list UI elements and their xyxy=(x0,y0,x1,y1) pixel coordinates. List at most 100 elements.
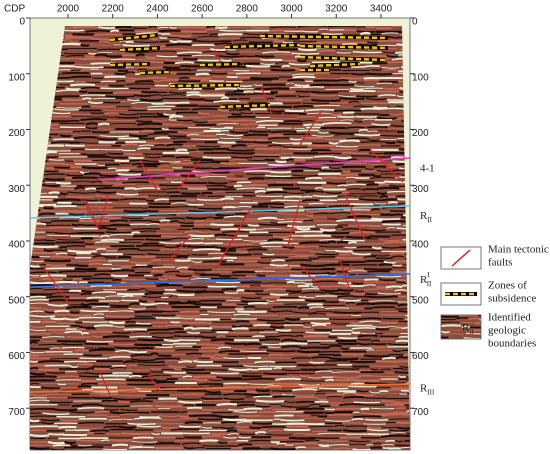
reflector xyxy=(389,184,410,188)
reflector xyxy=(333,109,362,112)
reflector xyxy=(261,296,281,299)
reflector xyxy=(64,317,80,321)
y-tick-label: 600 xyxy=(412,351,429,362)
x-tick-label: 2200 xyxy=(102,4,125,15)
reflector xyxy=(216,415,239,419)
reflector xyxy=(441,333,464,335)
reflector xyxy=(304,282,313,286)
reflector xyxy=(52,112,71,115)
reflector xyxy=(201,435,223,438)
reflector xyxy=(400,446,410,449)
reflector xyxy=(206,26,217,29)
reflector xyxy=(186,134,199,136)
reflector xyxy=(337,288,354,292)
reflector xyxy=(80,94,106,97)
reflector xyxy=(70,180,91,183)
reflector xyxy=(335,133,353,136)
reflector xyxy=(158,165,171,168)
reflector xyxy=(246,383,275,385)
reflector xyxy=(395,339,408,343)
reflector xyxy=(199,309,208,312)
reflector xyxy=(47,303,68,307)
reflector xyxy=(43,248,54,252)
reflector xyxy=(247,248,268,251)
reflector xyxy=(319,245,344,248)
reflector xyxy=(214,87,238,91)
reflector xyxy=(85,246,112,249)
reflector xyxy=(283,246,295,249)
reflector xyxy=(271,259,285,262)
reflector xyxy=(260,256,288,259)
reflector xyxy=(180,241,204,245)
reflector xyxy=(161,188,189,190)
reflector xyxy=(144,56,156,59)
reflector xyxy=(158,414,181,417)
reflector xyxy=(161,310,179,313)
reflector xyxy=(92,291,117,294)
reflector xyxy=(136,122,163,126)
reflector xyxy=(97,128,114,130)
reflector xyxy=(249,212,279,215)
reflector xyxy=(349,440,370,443)
reflector xyxy=(134,187,161,191)
reflector xyxy=(88,348,115,352)
reflector xyxy=(227,433,239,436)
reflector xyxy=(402,238,410,241)
reflector xyxy=(214,353,228,357)
reflector xyxy=(58,169,80,173)
reflector xyxy=(409,235,410,238)
reflector xyxy=(262,253,275,256)
reflector xyxy=(296,361,310,364)
reflector xyxy=(108,342,136,346)
reflector xyxy=(227,149,255,152)
reflector xyxy=(179,317,194,320)
reflector xyxy=(385,439,396,443)
y-tick-label: 500 xyxy=(8,295,25,306)
reflector xyxy=(377,169,391,173)
reflector xyxy=(80,86,100,90)
reflector xyxy=(85,360,98,363)
reflector xyxy=(153,273,164,277)
reflector xyxy=(40,386,60,390)
reflector xyxy=(371,375,399,378)
reflector xyxy=(137,338,166,342)
reflector xyxy=(37,360,65,364)
reflector xyxy=(269,325,285,329)
reflector xyxy=(119,113,137,116)
reflector xyxy=(321,33,343,35)
reflector xyxy=(241,296,262,299)
reflector xyxy=(321,166,330,169)
reflector xyxy=(296,58,307,63)
reflector xyxy=(377,116,397,120)
reflector xyxy=(128,159,148,162)
reflector xyxy=(138,137,157,140)
reflector xyxy=(134,310,163,314)
reflector xyxy=(364,397,386,399)
reflector xyxy=(106,227,117,231)
label-sub: II xyxy=(469,328,474,336)
reflector xyxy=(392,160,410,163)
reflector xyxy=(148,26,157,28)
reflector xyxy=(185,216,207,220)
subsidence-zone xyxy=(309,62,361,68)
reflector xyxy=(162,259,175,262)
legend-label: Main tectonic xyxy=(488,244,549,256)
reflector xyxy=(351,292,367,296)
reflector xyxy=(232,39,248,42)
reflector xyxy=(117,173,142,176)
y-tick-label: 300 xyxy=(8,184,25,195)
reflector xyxy=(348,80,357,83)
reflector xyxy=(217,346,232,349)
reflector xyxy=(233,313,250,316)
reflector xyxy=(236,428,258,432)
reflector xyxy=(348,100,359,103)
reflector xyxy=(59,192,69,195)
reflector xyxy=(109,219,128,222)
reflector xyxy=(93,324,114,328)
reflector xyxy=(197,35,219,38)
reflector xyxy=(80,309,109,313)
reflector xyxy=(208,72,229,75)
reflector xyxy=(221,421,237,424)
reflector xyxy=(127,289,139,291)
reflector xyxy=(250,97,265,99)
